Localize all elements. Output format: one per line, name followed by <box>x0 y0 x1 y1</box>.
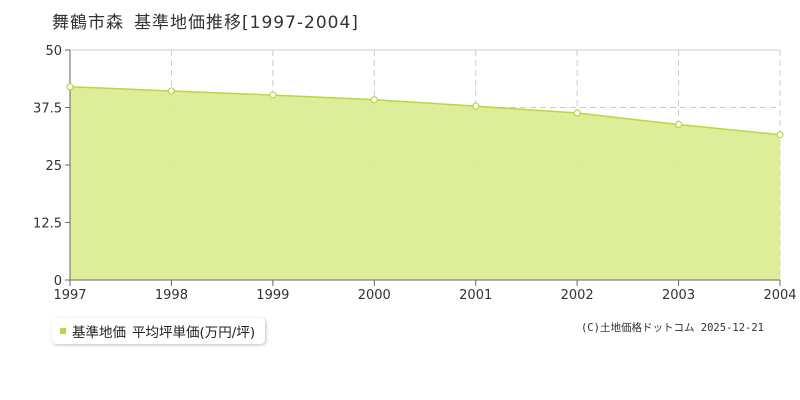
data-point <box>370 96 378 104</box>
credit-text: (C)土地価格ドットコム 2025-12-21 <box>580 322 764 334</box>
x-tick-label: 1998 <box>155 288 188 303</box>
data-point <box>167 87 176 95</box>
x-tick-label: 2004 <box>763 288 796 303</box>
x-tick-label: 2003 <box>662 288 695 303</box>
chart-title: 舞鶴市森 基準地価推移[1997-2004] <box>52 8 359 33</box>
data-points <box>66 83 784 139</box>
x-tick-label: 1997 <box>53 288 86 303</box>
y-tick-label: 37.5 <box>33 102 62 117</box>
x-tick-label: 1999 <box>256 288 289 303</box>
area-fill <box>70 86 780 280</box>
legend-unit-label: 平均坪単価(万円/坪) <box>132 325 256 341</box>
legend-swatch <box>60 328 66 334</box>
data-point <box>269 91 277 99</box>
x-tick-label: 2002 <box>561 288 594 303</box>
tick-labels: 1997 1998 1999 2000 2001 2002 2003 2004 0 12.5 25 3… <box>33 44 797 303</box>
data-point <box>66 83 74 91</box>
series-line <box>69 86 781 136</box>
title-subject: 基準地価推移 <box>134 13 242 33</box>
data-point <box>674 120 683 129</box>
series-area <box>69 86 781 280</box>
title-location: 舞鶴市森 <box>52 13 124 33</box>
y-tick-label: 0 <box>54 274 62 289</box>
y-tick-label: 12.5 <box>33 217 62 232</box>
x-tick-label: 2000 <box>358 288 391 303</box>
title-range: [1997-2004] <box>242 13 359 33</box>
data-point <box>573 109 581 117</box>
data-point <box>472 102 480 110</box>
y-tick-label: 25 <box>45 159 62 174</box>
legend-series-label: 基準地価 <box>72 325 126 341</box>
x-tick-label: 2001 <box>459 288 492 303</box>
y-tick-label: 50 <box>45 44 62 59</box>
data-point <box>776 131 784 139</box>
legend: 基準地価 平均坪単価(万円/坪) <box>52 318 266 344</box>
